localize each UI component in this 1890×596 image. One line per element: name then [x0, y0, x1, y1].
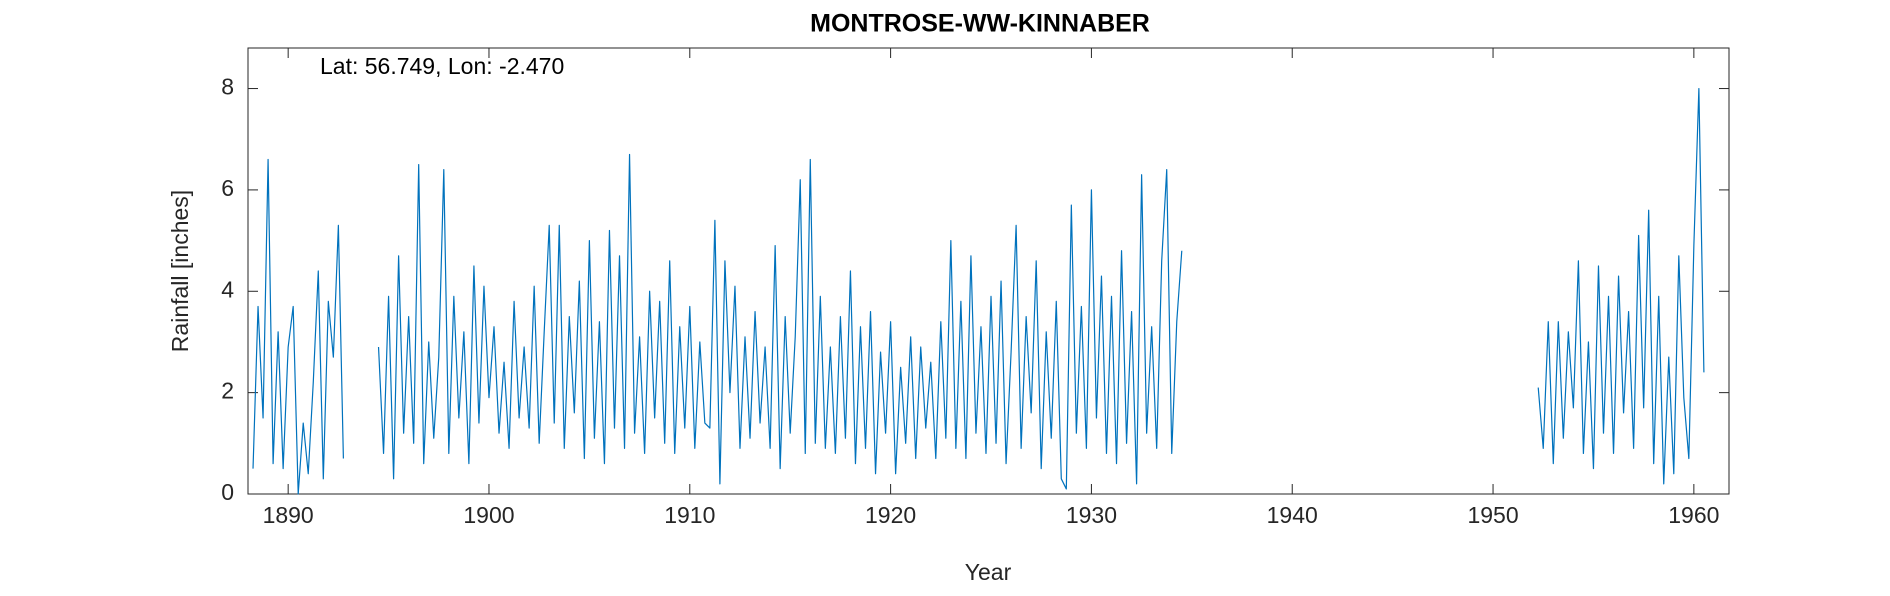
y-tick-label: 6	[221, 175, 234, 201]
x-tick-label: 1960	[1668, 502, 1719, 528]
y-tick-label: 2	[221, 378, 234, 404]
x-tick-label: 1950	[1467, 502, 1518, 528]
x-tick-label: 1920	[865, 502, 916, 528]
x-tick-label: 1890	[263, 502, 314, 528]
y-tick-label: 0	[221, 479, 234, 505]
x-axis-label: Year	[965, 559, 1012, 585]
y-tick-label: 4	[221, 276, 234, 302]
data-line	[252, 87, 1705, 495]
chart-title: MONTROSE-WW-KINNABER	[810, 10, 1150, 38]
annotation: Lat: 56.749, Lon: -2.470	[320, 53, 564, 79]
x-tick-label: 1900	[463, 502, 514, 528]
x-tick-label: 1930	[1066, 502, 1117, 528]
y-axis-label: Rainfall [inches]	[167, 190, 193, 352]
y-tick-label: 8	[221, 74, 234, 100]
x-tick-label: 1910	[664, 502, 715, 528]
axes-box	[247, 47, 1730, 495]
x-tick-label: 1940	[1267, 502, 1318, 528]
